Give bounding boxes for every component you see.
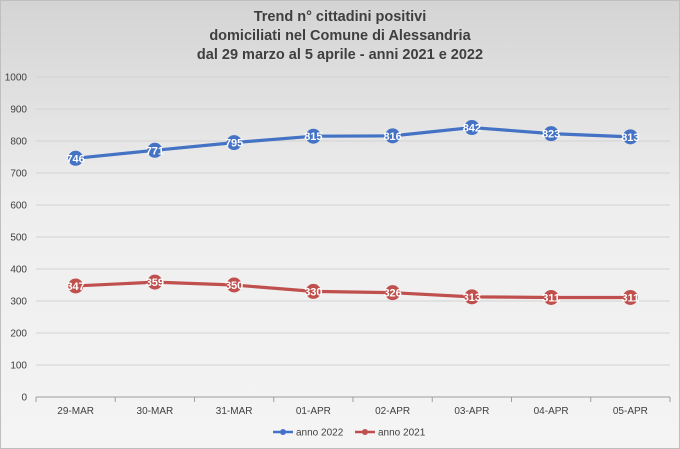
x-tick-label: 01-APR [296,406,331,417]
chart-title-line-2: domiciliati nel Comune di Alessandria [209,28,471,44]
data-point [385,285,401,301]
y-tick-label: 500 [10,233,27,244]
data-label: 313 [463,292,481,304]
y-tick-label: 600 [10,201,27,212]
legend-marker-1 [362,429,368,435]
legend-label-0: anno 2022 [296,428,344,439]
series-line-0 [75,125,631,160]
data-label: 816 [383,131,401,143]
data-label: 746 [66,153,84,165]
data-point [464,289,480,305]
series-line-1 [75,280,631,300]
data-point [543,289,559,305]
data-point [68,278,84,294]
data-label: 771 [146,145,164,157]
data-point [385,128,401,144]
data-label: 326 [383,288,401,300]
data-point [68,150,84,166]
data-label: 795 [225,138,243,150]
y-tick-label: 1000 [5,73,28,84]
x-tick-label: 05-APR [613,406,648,417]
y-tick-label: 700 [10,169,27,180]
data-label: 347 [66,281,84,293]
y-tick-label: 0 [21,393,27,404]
data-label: 813 [621,132,639,144]
legend-label-1: anno 2021 [378,428,426,439]
data-point [622,129,638,145]
data-point [226,135,242,151]
data-point [464,120,480,136]
y-tick-label: 400 [10,265,27,276]
y-tick-label: 300 [10,297,27,308]
data-point [147,274,163,290]
data-label: 350 [225,280,243,292]
chart-title-line-1: Trend n° cittadini positivi [253,9,427,25]
data-point [305,128,321,144]
legend-marker-0 [280,429,286,435]
chart-title: Trend n° cittadini positivi domiciliati … [0,8,680,65]
x-tick-label: 04-APR [534,406,569,417]
data-label: 823 [542,129,560,141]
data-point [147,142,163,158]
data-point [543,126,559,142]
data-point [622,289,638,305]
data-point [226,277,242,293]
x-tick-label: 03-APR [454,406,489,417]
data-label: 842 [463,123,481,135]
y-tick-label: 900 [10,105,27,116]
x-tick-label: 31-MAR [216,406,253,417]
y-tick-label: 200 [10,329,27,340]
data-label: 311 [542,292,560,304]
data-label: 815 [304,131,322,143]
x-tick-label: 29-MAR [57,406,94,417]
y-tick-label: 800 [10,137,27,148]
data-label: 330 [304,286,322,298]
data-label: 359 [146,277,164,289]
data-label: 311 [622,292,640,304]
x-tick-label: 30-MAR [137,406,174,417]
y-tick-label: 100 [10,361,27,372]
chart-title-line-3: dal 29 marzo al 5 aprile - anni 2021 e 2… [196,47,484,63]
x-tick-label: 02-APR [375,406,410,417]
data-point [305,283,321,299]
